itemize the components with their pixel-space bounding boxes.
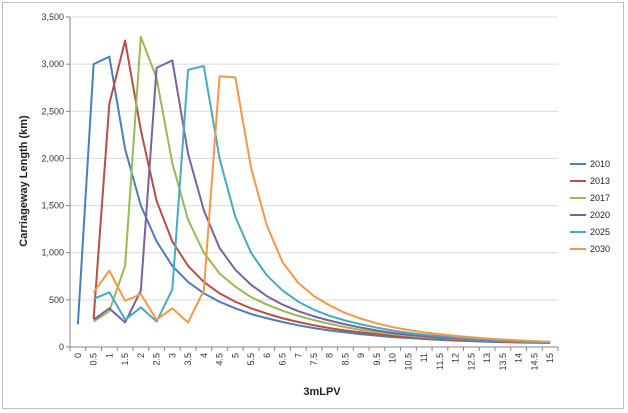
x-tick-label: 1 bbox=[104, 353, 114, 358]
y-tick-label: 500 bbox=[49, 295, 64, 305]
series-line-2013 bbox=[92, 39, 551, 344]
x-tick-label: 5.5 bbox=[246, 353, 256, 366]
x-tick-label: 15 bbox=[545, 353, 555, 363]
x-tick-label: 10 bbox=[388, 353, 398, 363]
x-tick-label: 5 bbox=[230, 353, 240, 358]
x-tick-label: 2 bbox=[136, 353, 146, 358]
legend-label-2013: 2013 bbox=[590, 176, 610, 186]
x-axis-title: 3mLPV bbox=[303, 386, 341, 398]
y-tick-label: 1,500 bbox=[41, 201, 64, 211]
y-tick-labels: 0 500 1,000 1,500 2,000 2,500 3,000 3,500 bbox=[41, 12, 64, 352]
x-tick-label: 13.5 bbox=[498, 353, 508, 371]
x-tick-label: 2.5 bbox=[152, 353, 162, 366]
x-tick-label: 12.5 bbox=[466, 353, 476, 371]
y-tick-label: 3,000 bbox=[41, 59, 64, 69]
x-tick-label: 9 bbox=[356, 353, 366, 358]
series-line-2025 bbox=[93, 65, 551, 344]
x-tick-label: 7 bbox=[293, 353, 303, 358]
legend: 2010 2013 2017 2020 2025 2030 bbox=[570, 159, 610, 254]
legend-label-2010: 2010 bbox=[590, 159, 610, 169]
x-tick-label: 0.5 bbox=[89, 353, 99, 366]
x-tick-label: 6 bbox=[262, 353, 272, 358]
x-tick-label: 13 bbox=[482, 353, 492, 363]
x-tick-label: 12 bbox=[451, 353, 461, 363]
x-tick-label: 1.5 bbox=[120, 353, 130, 366]
axes bbox=[66, 16, 559, 351]
x-tick-label: 10.5 bbox=[403, 353, 413, 371]
legend-label-2025: 2025 bbox=[590, 227, 610, 237]
x-tick-label: 3 bbox=[167, 353, 177, 358]
x-tick-label: 8.5 bbox=[340, 353, 350, 366]
x-tick-label: 8 bbox=[325, 353, 335, 358]
x-tick-label: 7.5 bbox=[309, 353, 319, 366]
x-tick-label: 4.5 bbox=[215, 353, 225, 366]
x-tick-label: 14 bbox=[514, 353, 524, 363]
x-tick-label: 0 bbox=[73, 353, 83, 358]
x-tick-label: 11.5 bbox=[435, 353, 445, 370]
legend-label-2020: 2020 bbox=[590, 210, 610, 220]
series-lines bbox=[76, 35, 551, 345]
x-tick-label: 6.5 bbox=[278, 353, 288, 366]
y-tick-label: 3,500 bbox=[41, 12, 64, 22]
series-line-2030 bbox=[92, 75, 551, 343]
x-tick-label: 9.5 bbox=[372, 353, 382, 366]
y-tick-label: 2,000 bbox=[41, 153, 64, 163]
y-tick-label: 1,000 bbox=[41, 248, 64, 258]
y-tick-label: 2,500 bbox=[41, 106, 64, 116]
x-tick-label: 3.5 bbox=[183, 353, 193, 366]
x-tick-label: 11 bbox=[419, 353, 429, 362]
y-axis-title: Carriageway Length (km) bbox=[18, 115, 30, 247]
gridlines bbox=[70, 16, 558, 301]
legend-label-2017: 2017 bbox=[590, 193, 610, 203]
series-line-2017 bbox=[93, 35, 551, 344]
x-tick-labels: 0 0.5 1 1.5 2 2.5 3 3.5 4 4.5 5 5.5 6 6.5 7 7.5 8 8.5 9 9.5… bbox=[73, 353, 555, 371]
y-tick-label: 0 bbox=[59, 342, 64, 352]
x-tick-label: 4 bbox=[199, 353, 209, 358]
legend-label-2030: 2030 bbox=[590, 244, 610, 254]
x-tick-label: 14.5 bbox=[529, 353, 539, 371]
